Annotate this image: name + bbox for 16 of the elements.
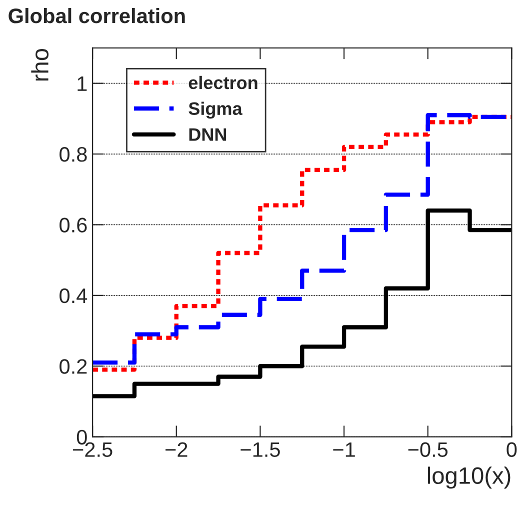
x-tick-label: −1 (333, 442, 355, 457)
y-tick-label: 0.8 (60, 147, 87, 162)
y-tick-label: 0.6 (60, 218, 87, 232)
legend-label: DNN (189, 128, 226, 141)
y-tick-label: 0.4 (60, 288, 88, 304)
y-tick-label: 0.2 (60, 359, 87, 374)
x-axis-title: log10(x) (428, 466, 510, 489)
y-tick-label: 1 (78, 76, 87, 91)
x-tick-label: 0 (506, 442, 517, 457)
legend-label: Sigma (188, 102, 242, 119)
x-tick-label: −2 (166, 442, 188, 457)
x-tick-label: −1.5 (240, 442, 280, 457)
chart-title: Global correlation (8, 8, 185, 24)
y-axis-title: rho (31, 48, 49, 81)
x-tick-label: −0.5 (408, 442, 448, 457)
legend-label: electron (188, 76, 258, 90)
